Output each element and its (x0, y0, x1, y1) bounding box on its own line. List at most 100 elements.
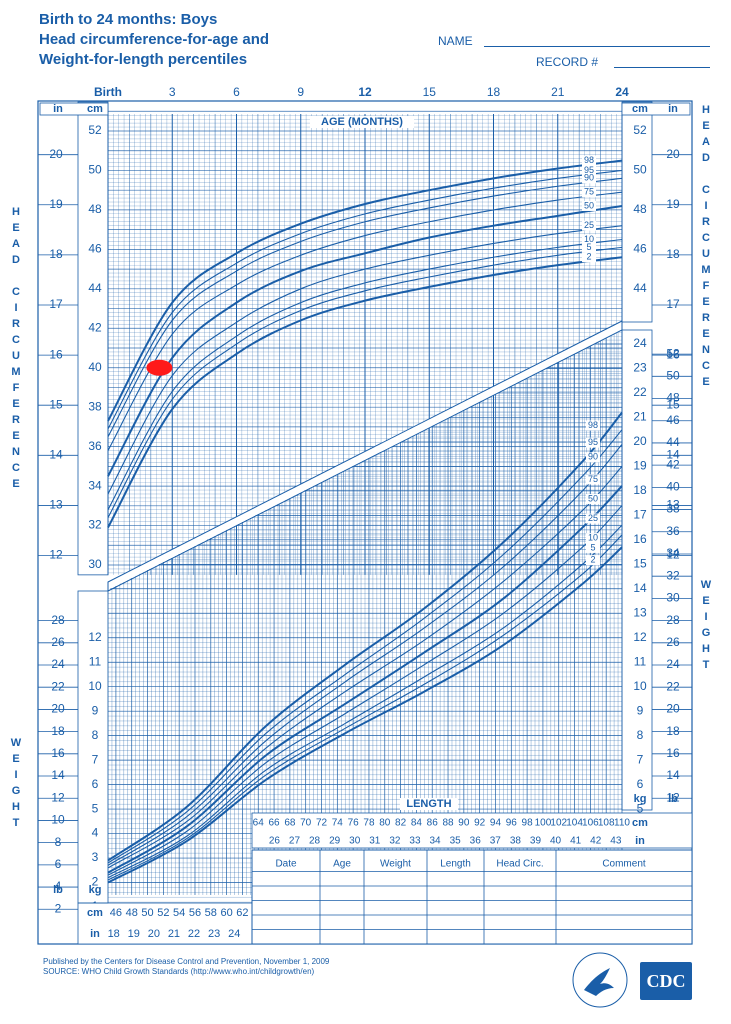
head-curve-label-p98: 98 (584, 155, 594, 165)
head-curve-label-p75: 75 (584, 187, 594, 197)
record-table-frame (251, 849, 693, 945)
footer-line-1: Published by the Centers for Disease Con… (43, 957, 330, 966)
curve-label-bg (582, 252, 596, 263)
y-tick-label-lb-right: 12 (666, 790, 680, 804)
x-tick-label-cm: 84 (411, 818, 423, 829)
y-tick-label-lb-right: 16 (666, 746, 680, 760)
length-unit-in: in (635, 835, 645, 847)
curve-label-bg (586, 437, 600, 448)
x-tick-label-cm: 92 (474, 818, 486, 829)
x-tick-label-cm: 66 (268, 818, 280, 829)
table-header-date: Date (275, 859, 297, 870)
curve-label-bg (586, 542, 600, 553)
plotted-point-marker (146, 359, 173, 376)
y-tick-label-kg-right: 10 (633, 679, 647, 693)
kg-axis-box-left (77, 590, 109, 904)
footer-line-2: SOURCE: WHO Child Growth Standards (http… (43, 967, 315, 976)
side-letter: I (704, 200, 708, 212)
length-unit-in-lower: in (90, 928, 100, 940)
footer: Published by the Centers for Disease Con… (43, 957, 329, 977)
x-tick-label-in: 34 (429, 836, 441, 847)
side-letter: I (704, 611, 708, 623)
x-tick-label-cm-lower: 62 (236, 907, 248, 919)
record-table (251, 849, 693, 945)
x-axis-label: AGE (MONTHS) (321, 116, 403, 128)
x-tick-label-in: 40 (550, 836, 562, 847)
y-tick-label-in: 18 (49, 247, 63, 261)
table-header-age: Age (333, 859, 351, 870)
y-tick-label-kg-right: 12 (633, 630, 647, 644)
side-letter: R (702, 216, 710, 228)
side-letter: H (12, 801, 20, 813)
head-curve-label-p2: 2 (586, 252, 591, 262)
curve-label-bg (586, 493, 600, 504)
record-input-line[interactable] (614, 67, 710, 68)
y-tick-label-kg-right: 20 (633, 434, 647, 448)
name-label: NAME (438, 34, 473, 48)
y-tick-label-in: 16 (49, 347, 63, 361)
table-header-weight: Weight (380, 859, 411, 870)
y-tick-label-kg: 2 (92, 875, 99, 889)
y-tick-label-kg-right: 22 (633, 385, 647, 399)
x-tick-label-cm: 78 (363, 818, 375, 829)
y-tick-label-lb-right: 18 (666, 724, 680, 738)
curve-label-bg (582, 200, 596, 211)
y-tick-label-kg-right: 19 (633, 459, 647, 473)
side-letter: E (12, 430, 20, 442)
y-tick-label-kg: 6 (92, 777, 99, 791)
cdc-logo-text: CDC (646, 970, 686, 991)
head-curve-label-p90: 90 (584, 173, 594, 183)
record-label: RECORD # (536, 55, 599, 69)
y-tick-label-in-right: 12 (666, 548, 680, 562)
x-tick-label-in: 39 (530, 836, 542, 847)
y-tick-label-in-right: 17 (666, 297, 680, 311)
curve-label-bg (582, 165, 596, 176)
y-tick-label-kg: 11 (89, 654, 102, 668)
unit-cm-left: cm (87, 103, 103, 115)
y-tick-label-lb-right: 46 (666, 413, 680, 427)
side-letter: U (702, 248, 710, 260)
y-tick-label-lb-right: 48 (666, 391, 680, 405)
side-letter: F (12, 382, 20, 394)
y-tick-label-cm: 30 (88, 557, 102, 571)
x-tick-label-cm: 102 (550, 818, 567, 829)
x-tick-label-in: 27 (289, 836, 301, 847)
side-letter: T (12, 817, 20, 829)
curve-label-bg (582, 155, 596, 166)
head-curve-p98 (107, 159, 623, 422)
record-field[interactable]: RECORD # (536, 55, 710, 69)
x-tick-label-cm-lower: 56 (189, 907, 201, 919)
title-line-2: Head circumference-for-age and (39, 31, 270, 48)
side-letter: I (14, 302, 18, 314)
y-tick-label-kg-right: 13 (633, 605, 647, 619)
y-tick-label-lb-right: 52 (666, 346, 680, 360)
x-tick-label-in: 26 (269, 836, 281, 847)
name-input-line[interactable] (484, 46, 710, 47)
side-letter: W (10, 737, 22, 749)
x-tick-label-in: 31 (369, 836, 381, 847)
y-tick-label-kg-right: 8 (637, 728, 644, 742)
y-tick-label-kg-right: 11 (634, 654, 647, 668)
side-letter: G (701, 627, 711, 639)
xlabel-bg (310, 116, 414, 128)
length-unit-cm: cm (632, 817, 648, 829)
table-header-length: Length (440, 859, 471, 870)
x-tick-label-cm: 94 (490, 818, 502, 829)
name-field[interactable]: NAME (438, 34, 710, 48)
y-tick-label-lb: 24 (51, 657, 65, 671)
unit-in-right: in (668, 103, 678, 115)
y-tick-label-cm: 40 (88, 360, 102, 374)
y-tick-label-cm-right: 44 (633, 281, 647, 295)
side-letter (700, 166, 712, 182)
side-letter: C (12, 286, 20, 298)
y-tick-label-cm: 52 (88, 123, 102, 137)
y-tick-label-lb-right: 50 (666, 368, 680, 382)
x-tick-label-cm: 98 (522, 818, 534, 829)
unit-kg-right: kg (634, 793, 647, 805)
x-tick-label-cm: 96 (506, 818, 518, 829)
x-tick-label-in: 41 (570, 836, 582, 847)
y-tick-label-cm: 36 (88, 439, 102, 453)
x-tick-label-in-lower: 21 (168, 928, 180, 940)
